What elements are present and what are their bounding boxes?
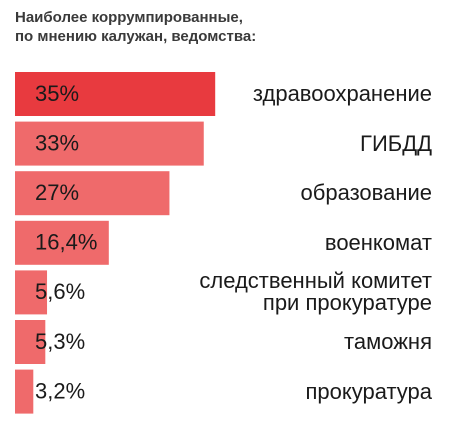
bar [15, 369, 34, 414]
bar [15, 320, 46, 364]
bar [15, 72, 216, 116]
category-label: ГИБДД [360, 130, 432, 156]
value-label: 3,2% [35, 378, 85, 403]
chart-title-line: Наиболее коррумпированные, [15, 9, 243, 26]
bar [15, 220, 109, 265]
value-label: 5,6% [35, 279, 85, 304]
value-label: 16,4% [35, 230, 97, 255]
value-label: 35% [35, 81, 79, 106]
chart-title-line: по мнению калужан, ведомства: [15, 28, 256, 45]
value-label: 27% [35, 180, 79, 205]
category-label: образование [300, 180, 432, 206]
category-label: здравоохранение [252, 81, 432, 106]
category-label: прокуратура [305, 378, 432, 404]
category-label: следственный комитет при прокуратуре [199, 268, 432, 316]
value-label: 33% [35, 130, 79, 155]
category-label: военкомат [324, 229, 432, 255]
bar [15, 171, 170, 216]
bar [15, 270, 48, 315]
category-label: таможня [344, 329, 432, 354]
bar [15, 121, 204, 166]
value-label: 5,3% [35, 329, 85, 354]
